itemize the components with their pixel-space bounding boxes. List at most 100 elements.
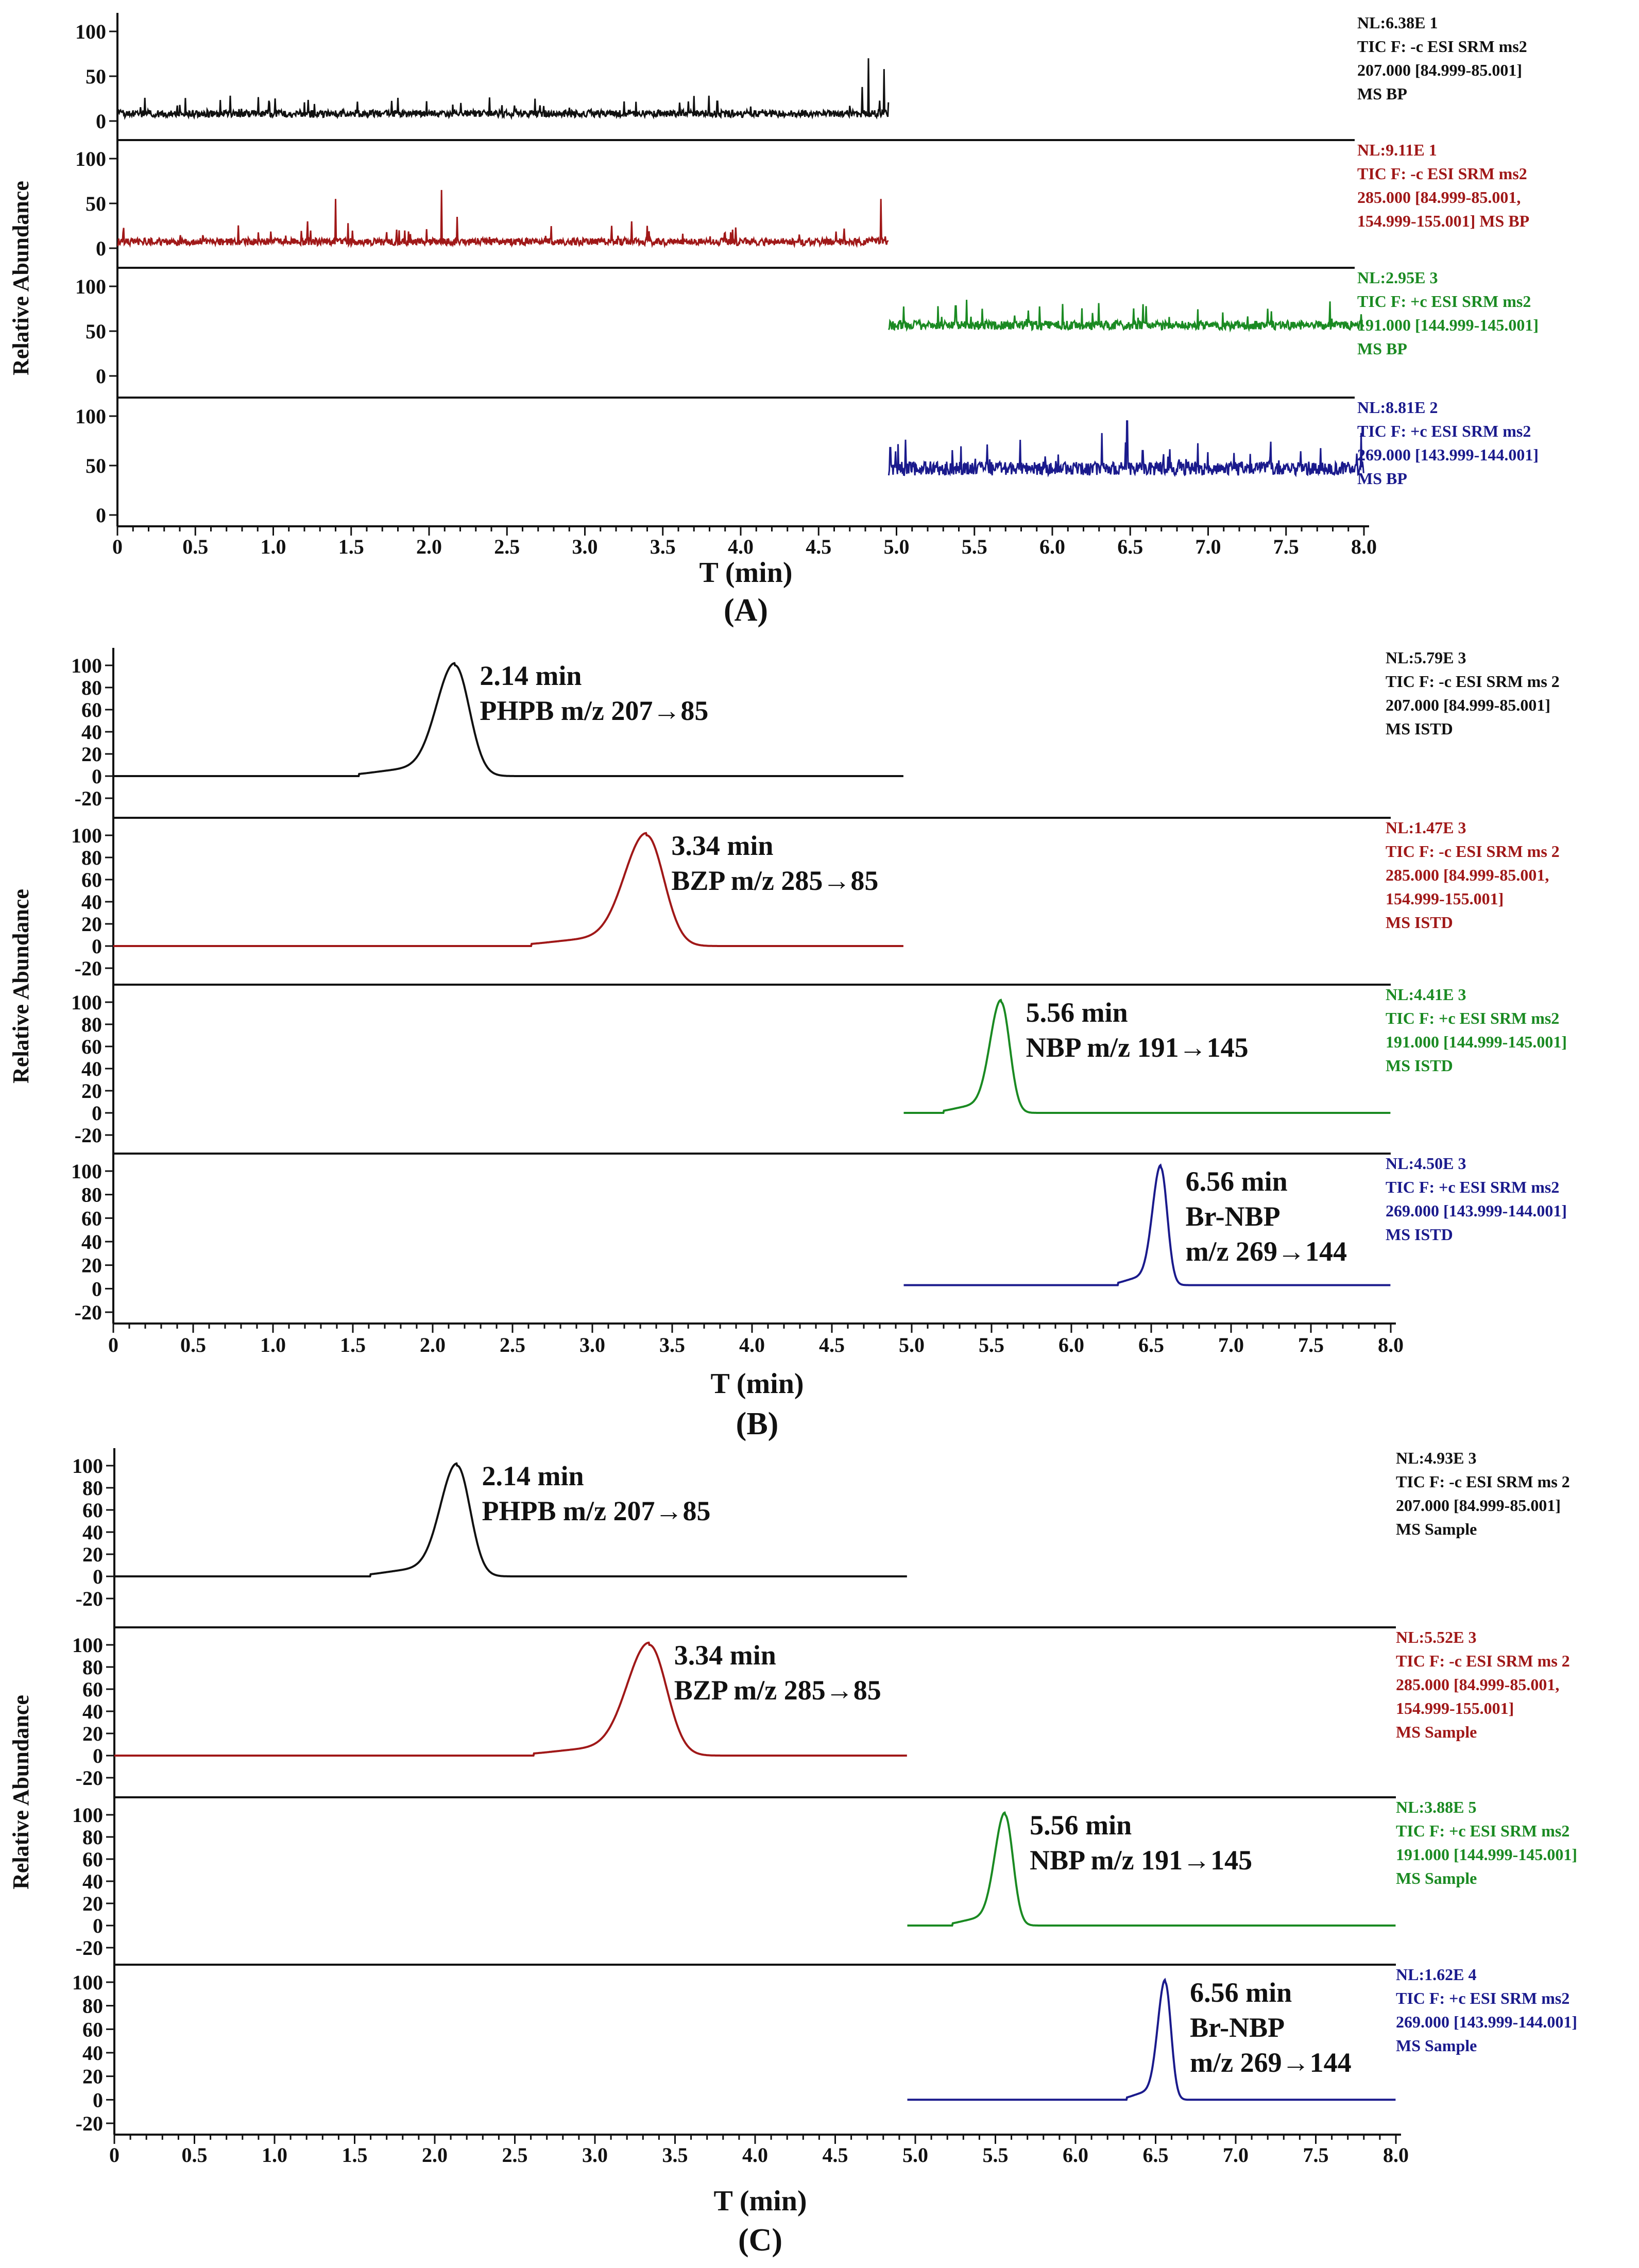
y-tick-label: 80: [82, 1476, 103, 1500]
trace-info-text: TIC F: -c ESI SRM ms2: [1357, 37, 1527, 56]
x-tick-label: 4.5: [806, 535, 831, 558]
x-tick-label: 7.0: [1218, 1333, 1244, 1356]
x-tick-label: 1.0: [262, 2143, 287, 2167]
trace-info-text: 154.999-155.001]: [1396, 1699, 1514, 1717]
y-tick-label: -20: [76, 1766, 103, 1790]
trace-info-text: 154.999-155.001] MS BP: [1357, 212, 1529, 230]
trace-row-m-z-207-85: 100 50 0 NL:6.38E 1 TIC F: -c ESI SRM ms2 207…: [75, 13, 1527, 133]
x-tick-label: 0: [108, 1333, 118, 1356]
y-tick-label: 100: [72, 1454, 103, 1477]
trace-info-text: 269.000 [143.999-144.001]: [1357, 445, 1539, 464]
y-tick-label: 20: [81, 1079, 102, 1103]
x-tick-label: 0.5: [180, 1333, 206, 1356]
y-tick-label: -20: [75, 1124, 102, 1147]
x-tick-label: 7.0: [1196, 535, 1221, 558]
y-tick-label: 20: [81, 1254, 102, 1277]
peak-annotation: 2.14 min: [482, 1461, 584, 1491]
trace-info-text: NL:9.11E 1: [1357, 141, 1437, 159]
y-tick-label: 40: [82, 2041, 103, 2065]
peak-annotation: NBP m/z 191→145: [1030, 1845, 1252, 1876]
trace-info-text: NL:1.47E 3: [1386, 818, 1466, 837]
y-tick-label: 80: [81, 1013, 102, 1036]
x-tick-label: 0: [109, 2143, 119, 2167]
x-tick-label: 5.0: [899, 1333, 925, 1356]
x-tick-label: 7.0: [1223, 2143, 1249, 2167]
y-tick-label: 100: [72, 1803, 103, 1827]
chromatogram-trace: [117, 190, 889, 249]
x-tick-label: 1.5: [342, 2143, 368, 2167]
x-axis-label: T (min): [714, 2185, 807, 2217]
y-tick-label: 40: [81, 1057, 102, 1080]
x-tick-label: 4.5: [823, 2143, 848, 2167]
y-tick-label: 100: [75, 147, 106, 170]
trace-info-text: MS BP: [1357, 469, 1407, 488]
chart-panel-a: 0 0.5 1.0 1.5 2.0 2.5 3.0 3.5 4.0 4.5 5.0 5.5 6.0 6.5…: [8, 13, 1539, 628]
y-tick-label: 0: [96, 237, 106, 260]
trace-info-text: 191.000 [144.999-145.001]: [1396, 1845, 1577, 1864]
peak-annotation: PHPB m/z 207→85: [482, 1496, 711, 1526]
trace-info-text: NL:4.50E 3: [1386, 1154, 1466, 1173]
y-axis-label: Relative Abundance: [8, 1695, 33, 1889]
trace-info-text: 191.000 [144.999-145.001]: [1357, 316, 1539, 334]
peak-annotation: 3.34 min: [674, 1640, 776, 1671]
trace-info-text: 269.000 [143.999-144.001]: [1396, 2013, 1577, 2031]
y-tick-label: 0: [93, 1744, 103, 1767]
y-tick-label: 40: [82, 1870, 103, 1893]
chromatogram-trace: [903, 1163, 1391, 1286]
trace-info-text: MS Sample: [1396, 1869, 1477, 1887]
peak-annotation: 6.56 min: [1186, 1166, 1288, 1197]
trace-info-text: NL:5.52E 3: [1396, 1628, 1476, 1646]
y-tick-label: 0: [93, 1565, 103, 1588]
x-axis-label: T (min): [699, 557, 793, 589]
y-tick-label: 20: [82, 1543, 103, 1566]
trace-info-text: 285.000 [84.999-85.001,: [1357, 188, 1521, 207]
x-tick-label: 3.0: [579, 1333, 605, 1356]
y-tick-label: 80: [82, 1826, 103, 1849]
x-tick-label: 2.5: [502, 2143, 528, 2167]
trace-info-text: 285.000 [84.999-85.001,: [1396, 1675, 1559, 1694]
x-tick-label: 8.0: [1378, 1333, 1404, 1356]
x-tick-label: 5.0: [902, 2143, 928, 2167]
y-tick-label: 0: [92, 765, 102, 788]
y-tick-label: 0: [93, 1914, 103, 1937]
trace-info-text: 207.000 [84.999-85.001]: [1386, 696, 1550, 714]
trace-info-text: MS Sample: [1396, 2036, 1477, 2055]
trace-info-text: 154.999-155.001]: [1386, 889, 1504, 908]
y-tick-label: 20: [81, 743, 102, 766]
peak-annotation: PHPB m/z 207→85: [480, 695, 708, 726]
y-tick-label: 100: [75, 20, 106, 43]
trace-info-text: NL:4.41E 3: [1386, 985, 1466, 1004]
x-tick-label: 3.5: [650, 535, 676, 558]
y-tick-label: 80: [81, 676, 102, 699]
y-tick-label: 50: [86, 454, 106, 477]
panel-label: (B): [736, 1406, 779, 1441]
trace-info-text: 191.000 [144.999-145.001]: [1386, 1033, 1567, 1051]
y-tick-label: 60: [82, 1499, 103, 1522]
chromatogram-trace: [113, 662, 903, 777]
y-tick-label: 40: [81, 1230, 102, 1253]
trace-info-text: MS BP: [1357, 339, 1407, 358]
trace-row-m-z-269-144: 100 50 0 NL:8.81E 2 TIC F: +c ESI SRM ms2 269…: [75, 397, 1539, 527]
chart-panel-b: 0 0.5 1.0 1.5 2.0 2.5 3.0 3.5 4.0 4.5 5.0 5.5 6.0 6.5…: [8, 648, 1567, 1441]
trace-info-text: TIC F: -c ESI SRM ms 2: [1386, 842, 1560, 861]
trace-info-text: MS Sample: [1396, 1520, 1477, 1538]
chromatogram-trace: [114, 1641, 907, 1757]
x-tick-label: 0: [112, 535, 123, 558]
trace-info-text: MS BP: [1357, 84, 1407, 103]
y-tick-label: 0: [93, 2088, 103, 2111]
trace-info-text: MS ISTD: [1386, 913, 1453, 932]
y-tick-label: 60: [82, 1848, 103, 1871]
trace-row-m-z-285-85: 100 50 0 NL:9.11E 1 TIC F: -c ESI SRM ms2 285…: [75, 139, 1529, 260]
y-tick-label: 100: [72, 1634, 103, 1657]
y-tick-label: 100: [72, 1971, 103, 1994]
peak-annotation: 3.34 min: [671, 830, 773, 861]
trace-info-text: TIC F: -c ESI SRM ms2: [1357, 164, 1527, 183]
y-tick-label: 40: [82, 1521, 103, 1544]
trace-info-text: NL:3.88E 5: [1396, 1798, 1476, 1816]
x-tick-label: 6.5: [1138, 1333, 1164, 1356]
chromatogram-trace: [114, 1462, 907, 1577]
y-tick-label: -20: [75, 787, 102, 810]
y-tick-label: 40: [81, 890, 102, 914]
x-tick-label: 5.0: [884, 535, 910, 558]
trace-info-text: MS ISTD: [1386, 1056, 1453, 1075]
